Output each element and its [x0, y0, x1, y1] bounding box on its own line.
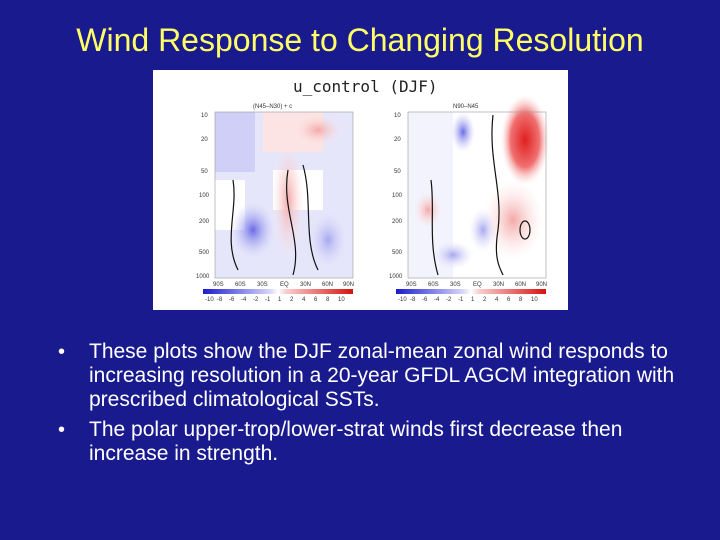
bullet-icon: • — [58, 419, 66, 441]
bullet-icon: • — [58, 341, 66, 363]
colorbar-tick: -2 — [446, 297, 452, 303]
colorbar-tick: -6 — [422, 297, 428, 303]
x-tick: 90N — [536, 282, 547, 288]
y-tick: 100 — [392, 193, 403, 199]
colorbar-tick: 1 — [471, 297, 475, 303]
right-panel-label: N90–N45 — [453, 104, 479, 110]
colorbar-tick: 8 — [519, 297, 523, 303]
figure-header: u_control (DJF) — [293, 77, 438, 96]
colorbar-tick: -10 — [398, 297, 407, 303]
x-tick: 60N — [515, 282, 526, 288]
wind-response-figure: u_control (DJF) (N45–N30) + c 10 20 50 1… — [153, 70, 568, 310]
colorbar-tick: -2 — [253, 297, 259, 303]
colorbar-tick: -8 — [410, 297, 416, 303]
x-tick: 60S — [235, 282, 246, 288]
y-tick: 200 — [199, 219, 210, 225]
x-tick: EQ — [473, 282, 482, 288]
x-tick: 60N — [322, 282, 333, 288]
y-tick: 20 — [394, 137, 401, 143]
y-tick: 50 — [394, 169, 401, 175]
colorbar-tick: 6 — [507, 297, 511, 303]
left-y-ticks: 10 20 50 100 200 500 1000 — [196, 113, 210, 280]
x-tick: 30S — [257, 282, 268, 288]
bullet-text: The polar upper-trop/lower-strat winds f… — [89, 418, 623, 465]
y-tick: 50 — [201, 169, 208, 175]
y-tick: 500 — [199, 250, 210, 256]
colorbar-tick: -8 — [217, 297, 223, 303]
left-panel-label: (N45–N30) + c — [253, 104, 292, 110]
right-contour-lines — [430, 114, 504, 276]
x-tick: 30N — [493, 282, 504, 288]
x-tick: 30N — [300, 282, 311, 288]
slide-title: Wind Response to Changing Resolution — [76, 22, 644, 58]
colorbar-tick: 4 — [302, 297, 306, 303]
y-tick: 10 — [201, 113, 208, 119]
bullet-list: • These plots show the DJF zonal-mean zo… — [58, 340, 698, 472]
figure-canvas: u_control (DJF) (N45–N30) + c 10 20 50 1… — [196, 77, 549, 303]
colorbar-tick: -4 — [241, 297, 247, 303]
right-x-ticks: 90S 60S 30S EQ 30N 60N 90N — [406, 282, 547, 288]
bullet-item: • The polar upper-trop/lower-strat winds… — [58, 418, 698, 466]
colorbar-tick: -1 — [265, 297, 271, 303]
left-x-ticks: 90S 60S 30S EQ 30N 60N 90N — [213, 282, 354, 288]
x-tick: 90S — [213, 282, 224, 288]
y-tick: 20 — [201, 137, 208, 143]
bullet-text: These plots show the DJF zonal-mean zona… — [89, 340, 675, 411]
colorbar-tick: 4 — [495, 297, 499, 303]
left-contour-lines — [230, 164, 319, 276]
y-tick: 200 — [392, 219, 403, 225]
x-tick: 60S — [428, 282, 439, 288]
x-tick: 30S — [450, 282, 461, 288]
left-colorbar-ticks: -10 -8 -6 -4 -2 -1 1 2 4 6 8 10 — [205, 297, 345, 303]
colorbar-tick: -6 — [229, 297, 235, 303]
y-tick: 100 — [199, 193, 210, 199]
colorbar-tick: 2 — [290, 297, 294, 303]
left-panel: (N45–N30) + c 10 20 50 100 200 500 1000 — [196, 104, 354, 303]
right-colorbar — [396, 289, 546, 294]
colorbar-tick: 1 — [278, 297, 282, 303]
y-tick: 10 — [394, 113, 401, 119]
y-tick: 500 — [392, 250, 403, 256]
left-colorbar — [203, 289, 353, 294]
right-colorbar-ticks: -10 -8 -6 -4 -2 -1 1 2 4 6 8 10 — [398, 297, 538, 303]
x-tick: 90S — [406, 282, 417, 288]
colorbar-tick: -4 — [434, 297, 440, 303]
x-tick: 90N — [343, 282, 354, 288]
colorbar-tick: 10 — [531, 297, 538, 303]
y-tick: 1000 — [389, 274, 403, 280]
x-tick: EQ — [280, 282, 289, 288]
colorbar-tick: -1 — [458, 297, 464, 303]
colorbar-tick: 6 — [314, 297, 318, 303]
colorbar-tick: 10 — [338, 297, 345, 303]
right-y-ticks: 10 20 50 100 200 500 1000 — [389, 113, 403, 280]
y-tick: 1000 — [196, 274, 210, 280]
colorbar-tick: 8 — [326, 297, 330, 303]
colorbar-tick: -10 — [205, 297, 214, 303]
right-panel: N90–N45 10 20 50 100 200 500 1000 90S — [389, 95, 549, 303]
bullet-item: • These plots show the DJF zonal-mean zo… — [58, 340, 698, 412]
colorbar-tick: 2 — [483, 297, 487, 303]
